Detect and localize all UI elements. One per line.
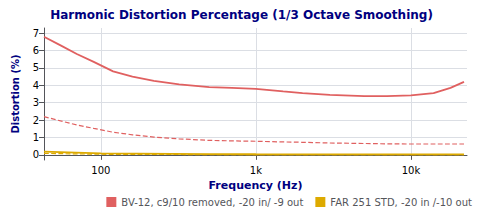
svg-text:Distortion (%): Distortion (%) [10, 54, 21, 133]
svg-text:100: 100 [91, 165, 110, 176]
svg-text:Frequency (Hz): Frequency (Hz) [209, 179, 303, 192]
svg-text:2: 2 [33, 115, 39, 126]
svg-text:1: 1 [33, 132, 39, 143]
svg-text:4: 4 [33, 80, 39, 91]
svg-text:7: 7 [33, 28, 39, 39]
svg-text:5: 5 [33, 62, 39, 73]
svg-text:1k: 1k [250, 165, 262, 176]
svg-text:FAR 251 STD, -20 in /-10 out: FAR 251 STD, -20 in /-10 out [330, 197, 472, 208]
svg-text:3: 3 [33, 97, 39, 108]
svg-text:10k: 10k [402, 165, 421, 176]
svg-text:6: 6 [33, 45, 39, 56]
svg-text:0: 0 [33, 149, 39, 160]
svg-text:BV-12, c9/10 removed, -20 in/: BV-12, c9/10 removed, -20 in/ -9 out [121, 197, 303, 208]
svg-text:Harmonic Distortion Percentage: Harmonic Distortion Percentage (1/3 Octa… [50, 8, 433, 22]
